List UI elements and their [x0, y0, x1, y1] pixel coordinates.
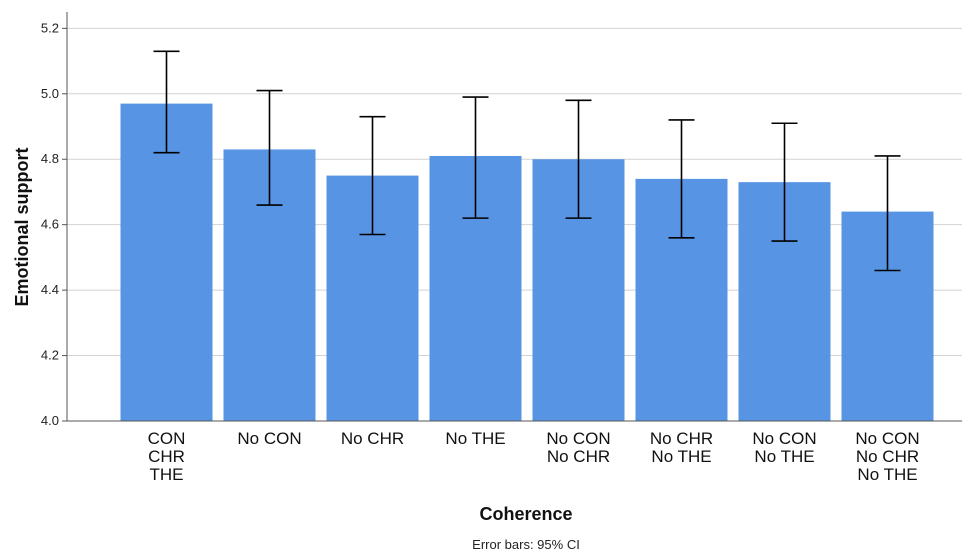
- y-tick-labels: 4.0 4.2 4.4 4.6 4.8 5.0 5.2: [41, 20, 59, 428]
- x-category-label-line: No CON: [855, 429, 919, 448]
- x-category-label-line: No THE: [754, 447, 814, 466]
- x-category-label-line: No CON: [752, 429, 816, 448]
- y-tick-label: 4.6: [41, 217, 59, 232]
- x-category-label: No THE: [445, 429, 505, 448]
- y-tick-label: 5.2: [41, 20, 59, 35]
- axes: [62, 12, 962, 422]
- x-category-label-line: No CHR: [856, 447, 919, 466]
- x-axis-title: Coherence: [479, 504, 572, 524]
- y-tick-label: 4.2: [41, 348, 59, 363]
- y-tick-label: 4.8: [41, 151, 59, 166]
- x-category-label: CON CHR THE: [148, 429, 186, 484]
- x-category-label-line: No CON: [237, 429, 301, 448]
- x-category-label-line: No CON: [546, 429, 610, 448]
- x-category-label-line: No CHR: [650, 429, 713, 448]
- y-tick-label: 4.0: [41, 413, 59, 428]
- x-category-label-line: No CHR: [341, 429, 404, 448]
- x-category-label-line: No CHR: [547, 447, 610, 466]
- x-category-label-line: No THE: [445, 429, 505, 448]
- x-category-label: No CON: [237, 429, 301, 448]
- x-category-label: No CHR: [341, 429, 404, 448]
- bars: [120, 103, 934, 422]
- bar: [120, 103, 213, 421]
- x-category-label-line: THE: [150, 465, 184, 484]
- x-category-label: No CON No CHR: [546, 429, 610, 466]
- x-category-label-line: No THE: [651, 447, 711, 466]
- y-tick-label: 4.4: [41, 282, 59, 297]
- x-category-label: No CHR No THE: [650, 429, 713, 466]
- x-category-label-line: No THE: [857, 465, 917, 484]
- y-axis-title: Emotional support: [12, 148, 32, 307]
- error-bars: [153, 50, 901, 272]
- x-category-label-line: CON: [148, 429, 186, 448]
- x-category-label-line: CHR: [148, 447, 185, 466]
- error-bar-note: Error bars: 95% CI: [472, 537, 580, 552]
- x-category-label: No CON No CHR No THE: [855, 429, 919, 484]
- y-tick-label: 5.0: [41, 86, 59, 101]
- x-category-label: No CON No THE: [752, 429, 816, 466]
